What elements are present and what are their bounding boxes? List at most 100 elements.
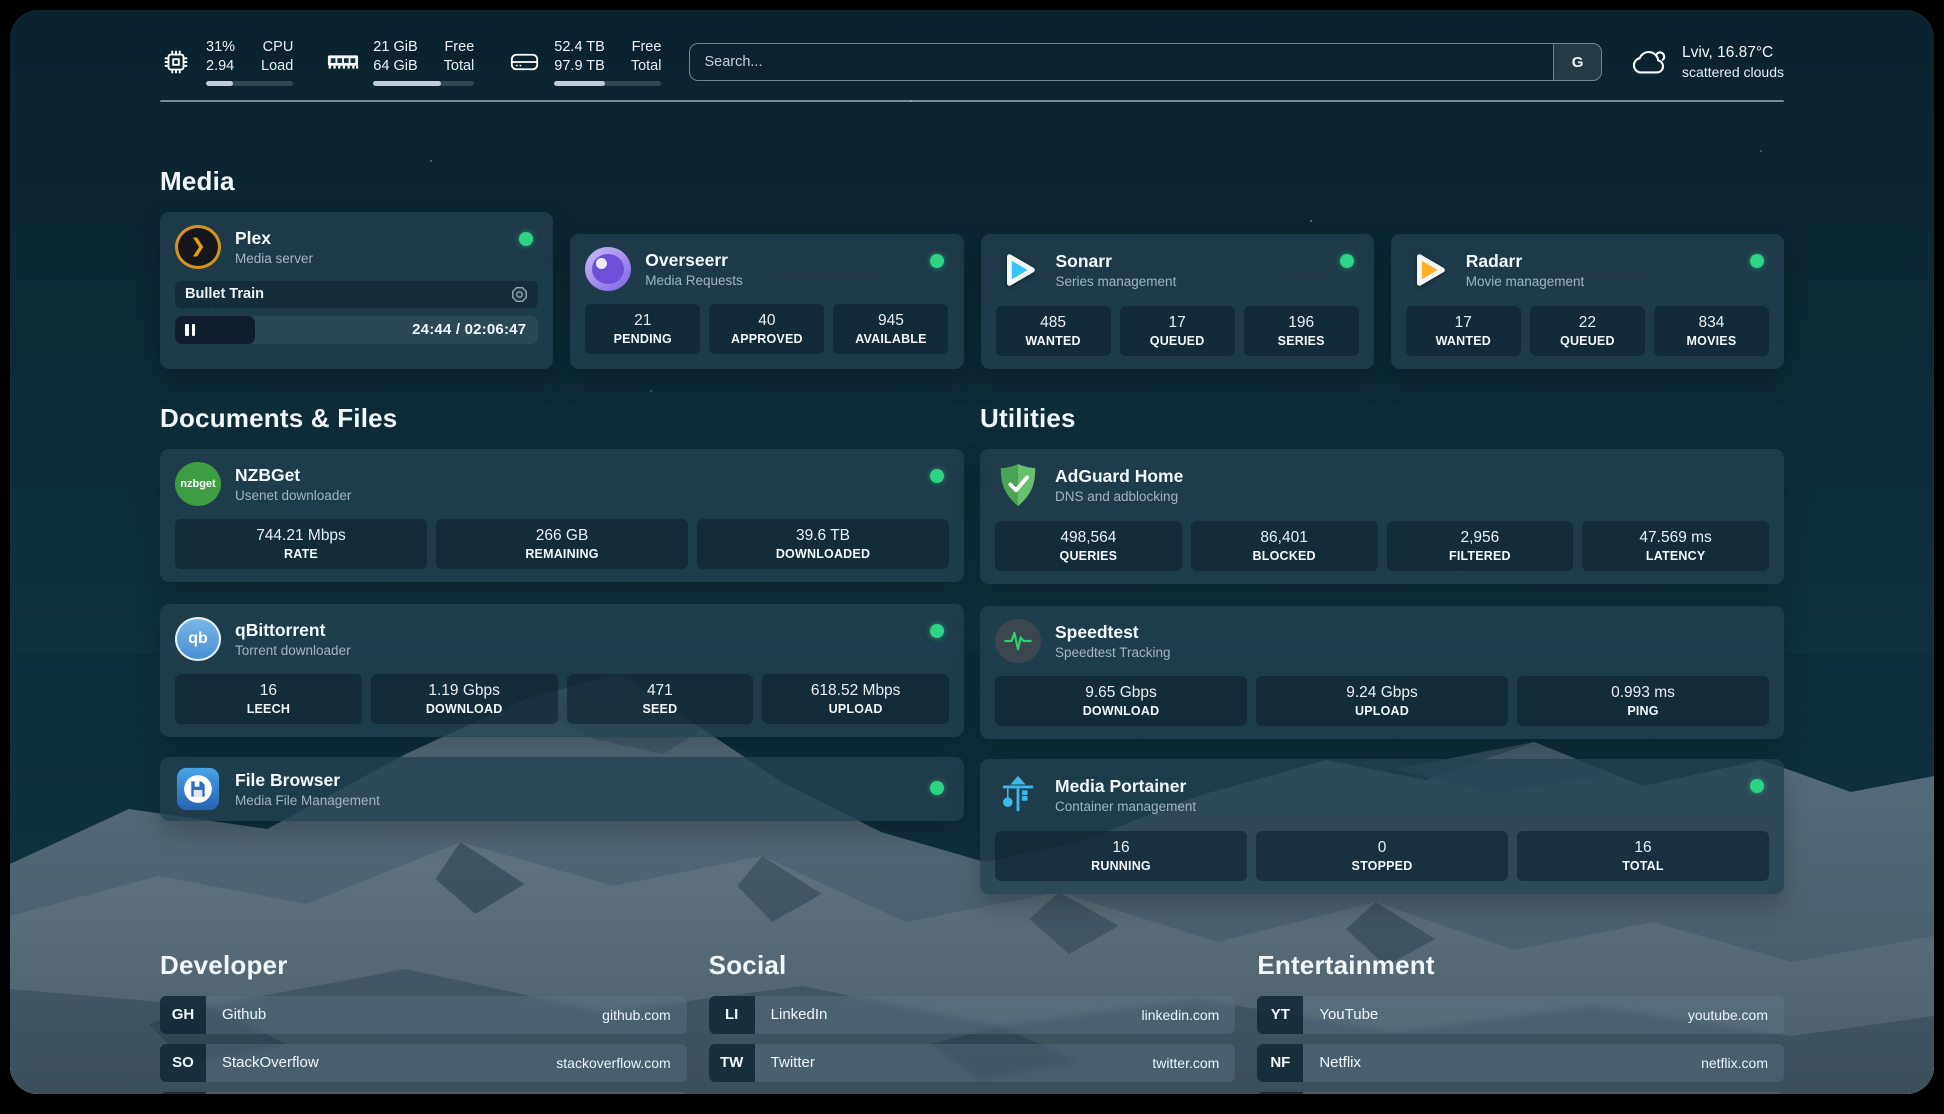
search-bar: G — [689, 43, 1603, 81]
stat-value: 485 — [1040, 313, 1066, 331]
app-subtitle: Media Requests — [645, 272, 743, 288]
app-card-adguard[interactable]: AdGuard Home DNS and adblocking 498,564 … — [980, 448, 1784, 584]
bookmark-github[interactable]: GH Github github.com — [160, 995, 687, 1034]
app-name: Overseerr — [645, 249, 728, 270]
search-engine-button[interactable]: G — [1553, 44, 1602, 80]
stat-box: 39.6 TB DOWNLOADED — [697, 518, 949, 569]
bookmark-url: youtube.com — [1687, 1006, 1768, 1023]
bookmark-url: twitter.com — [1152, 1054, 1220, 1071]
stat-label: TOTAL — [1622, 858, 1664, 873]
qbittorrent-logo-icon: qb — [175, 616, 221, 661]
stat-label: APPROVED — [730, 331, 803, 346]
stat-value: 40 — [758, 311, 776, 329]
stat-label: MOVIES — [1686, 333, 1737, 348]
now-playing-title: Bullet Train — [185, 286, 264, 302]
bookmark-stackoverflow[interactable]: SO StackOverflow stackoverflow.com — [160, 1043, 687, 1082]
stat-value: 618.52 Mbps — [810, 681, 901, 699]
stat-label: REMAINING — [525, 546, 599, 561]
storage-stat: 52.4 TB Free 97.9 TB Total — [508, 38, 662, 86]
memory-free-label: Free — [444, 39, 475, 55]
portainer-logo-icon — [995, 772, 1041, 818]
storage-total-value: 97.9 TB — [554, 58, 605, 74]
bookmark-netflix[interactable]: NF Netflix netflix.com — [1257, 1043, 1784, 1082]
stat-box: 945 AVAILABLE — [833, 303, 949, 354]
cpu-load-label: Load — [261, 58, 294, 74]
storage-free-label: Free — [631, 39, 662, 55]
bookmark-abbr: SO — [160, 1043, 206, 1082]
storage-total-label: Total — [630, 58, 662, 74]
bookmark-abbr: RE — [1257, 1091, 1304, 1094]
bookmark-abbr: DT — [160, 1091, 206, 1094]
app-card-portainer[interactable]: Media Portainer Container management 16 … — [980, 758, 1784, 894]
app-subtitle: Media server — [235, 250, 314, 266]
bookmark-name: Netflix — [1319, 1054, 1362, 1071]
bookmark-abbr: GH — [160, 995, 206, 1034]
stat-value: 0.993 ms — [1611, 683, 1675, 701]
stat-label: AVAILABLE — [855, 331, 927, 346]
app-subtitle: Series management — [1055, 273, 1177, 289]
plex-logo-icon: ❯ — [175, 224, 221, 269]
bookmark-linkedin[interactable]: LI LinkedIn linkedin.com — [708, 995, 1236, 1034]
section-title-media: Media — [160, 165, 235, 196]
stat-box: 0.993 ms PING — [1517, 675, 1769, 726]
status-dot — [1750, 253, 1764, 268]
app-card-plex[interactable]: ❯ Plex Media server Bullet Train — [160, 211, 554, 369]
app-card-filebrowser[interactable]: File Browser Media File Management — [160, 756, 964, 821]
bookmark-dev[interactable]: DT DEV dev.to — [160, 1091, 687, 1094]
bookmark-name: YouTube — [1319, 1006, 1379, 1023]
stat-label: WANTED — [1435, 333, 1491, 348]
stat-value: 1.19 Gbps — [428, 681, 500, 699]
app-card-nzbget[interactable]: nzbget NZBGet Usenet downloader 744.21 M… — [160, 448, 964, 582]
hardware-stats: 31% CPU 2.94 Load — [160, 38, 662, 86]
cpu-progress-bar — [206, 81, 294, 86]
documents-column: Documents & Files nzbget NZBGet Usenet d… — [160, 403, 964, 894]
stat-label: WANTED — [1025, 333, 1081, 348]
stat-box: 17 QUEUED — [1119, 305, 1235, 356]
stat-label: PING — [1627, 703, 1659, 718]
app-card-overseerr[interactable]: Overseerr Media Requests 21 PENDING 40 A… — [570, 233, 964, 369]
stat-box: 1.19 Gbps DOWNLOAD — [370, 673, 558, 724]
bookmark-youtube[interactable]: YT YouTube youtube.com — [1257, 995, 1784, 1034]
adguard-logo-icon — [995, 462, 1041, 508]
weather-condition: scattered clouds — [1682, 64, 1784, 80]
stat-box: 16 RUNNING — [995, 830, 1247, 881]
cpu-usage-value: 31% — [206, 39, 236, 55]
stat-box: 618.52 Mbps UPLOAD — [762, 673, 949, 724]
bookmark-reddit[interactable]: RE Reddit reddit.com — [1257, 1091, 1784, 1094]
stat-label: BLOCKED — [1252, 548, 1316, 563]
status-dot — [519, 231, 534, 246]
playback-progress-bar: 24:44 / 02:06:47 — [175, 315, 539, 344]
stat-label: LATENCY — [1645, 548, 1706, 563]
app-name: AdGuard Home — [1055, 465, 1184, 486]
session-camera-icon — [511, 286, 528, 303]
stat-label: DOWNLOADED — [775, 546, 871, 561]
stat-box: 9.24 Gbps UPLOAD — [1256, 675, 1508, 726]
cpu-usage-label: CPU — [262, 39, 294, 55]
search-input[interactable] — [689, 43, 1603, 81]
memory-icon — [327, 51, 359, 73]
stat-value: 834 — [1698, 313, 1725, 331]
stat-label: LEECH — [246, 701, 291, 716]
weather-location-temp: Lviv, 16.87°C — [1682, 44, 1774, 61]
cpu-icon — [160, 47, 192, 77]
bookmark-twitter[interactable]: TW Twitter twitter.com — [708, 1043, 1236, 1082]
section-title-developer: Developer — [160, 949, 288, 980]
app-card-radarr[interactable]: Radarr Movie management 17 WANTED 22 QUE… — [1390, 233, 1784, 369]
app-name: Sonarr — [1055, 250, 1112, 271]
cloud-icon — [1630, 47, 1670, 77]
stat-box: 266 GB REMAINING — [436, 518, 688, 569]
stat-box: 22 QUEUED — [1529, 305, 1645, 356]
stat-box: 0 STOPPED — [1256, 830, 1508, 881]
pause-button[interactable] — [185, 323, 195, 336]
stat-value: 86,401 — [1260, 528, 1308, 546]
app-card-sonarr[interactable]: Sonarr Series management 485 WANTED 17 Q… — [980, 233, 1374, 369]
section-title-documents: Documents & Files — [160, 402, 398, 433]
storage-progress-bar — [554, 81, 662, 86]
bookmark-name: StackOverflow — [222, 1054, 319, 1071]
stat-value: 2,956 — [1460, 528, 1500, 546]
stat-label: QUEUED — [1149, 333, 1205, 348]
stat-label: DOWNLOAD — [425, 701, 503, 716]
app-card-speedtest[interactable]: Speedtest Speedtest Tracking 9.65 Gbps D… — [980, 605, 1784, 739]
playback-time: 24:44 / 02:06:47 — [412, 321, 527, 338]
app-card-qbittorrent[interactable]: qb qBittorrent Torrent downloader 16 LEE… — [160, 603, 964, 737]
